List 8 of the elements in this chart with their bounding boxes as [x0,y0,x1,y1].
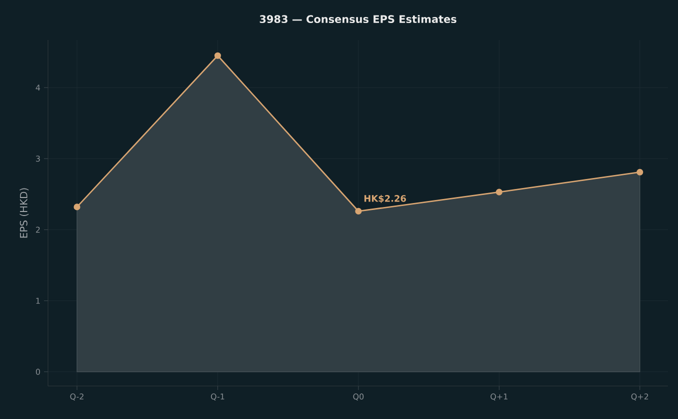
chart-title: 3983 — Consensus EPS Estimates [260,14,456,24]
point [355,208,362,215]
point [74,204,80,210]
annotation: HK$2.26 [364,194,406,204]
point [214,52,221,59]
y-axis-title: EPS (HKD) [20,188,29,238]
point [496,188,502,196]
point [636,168,644,176]
